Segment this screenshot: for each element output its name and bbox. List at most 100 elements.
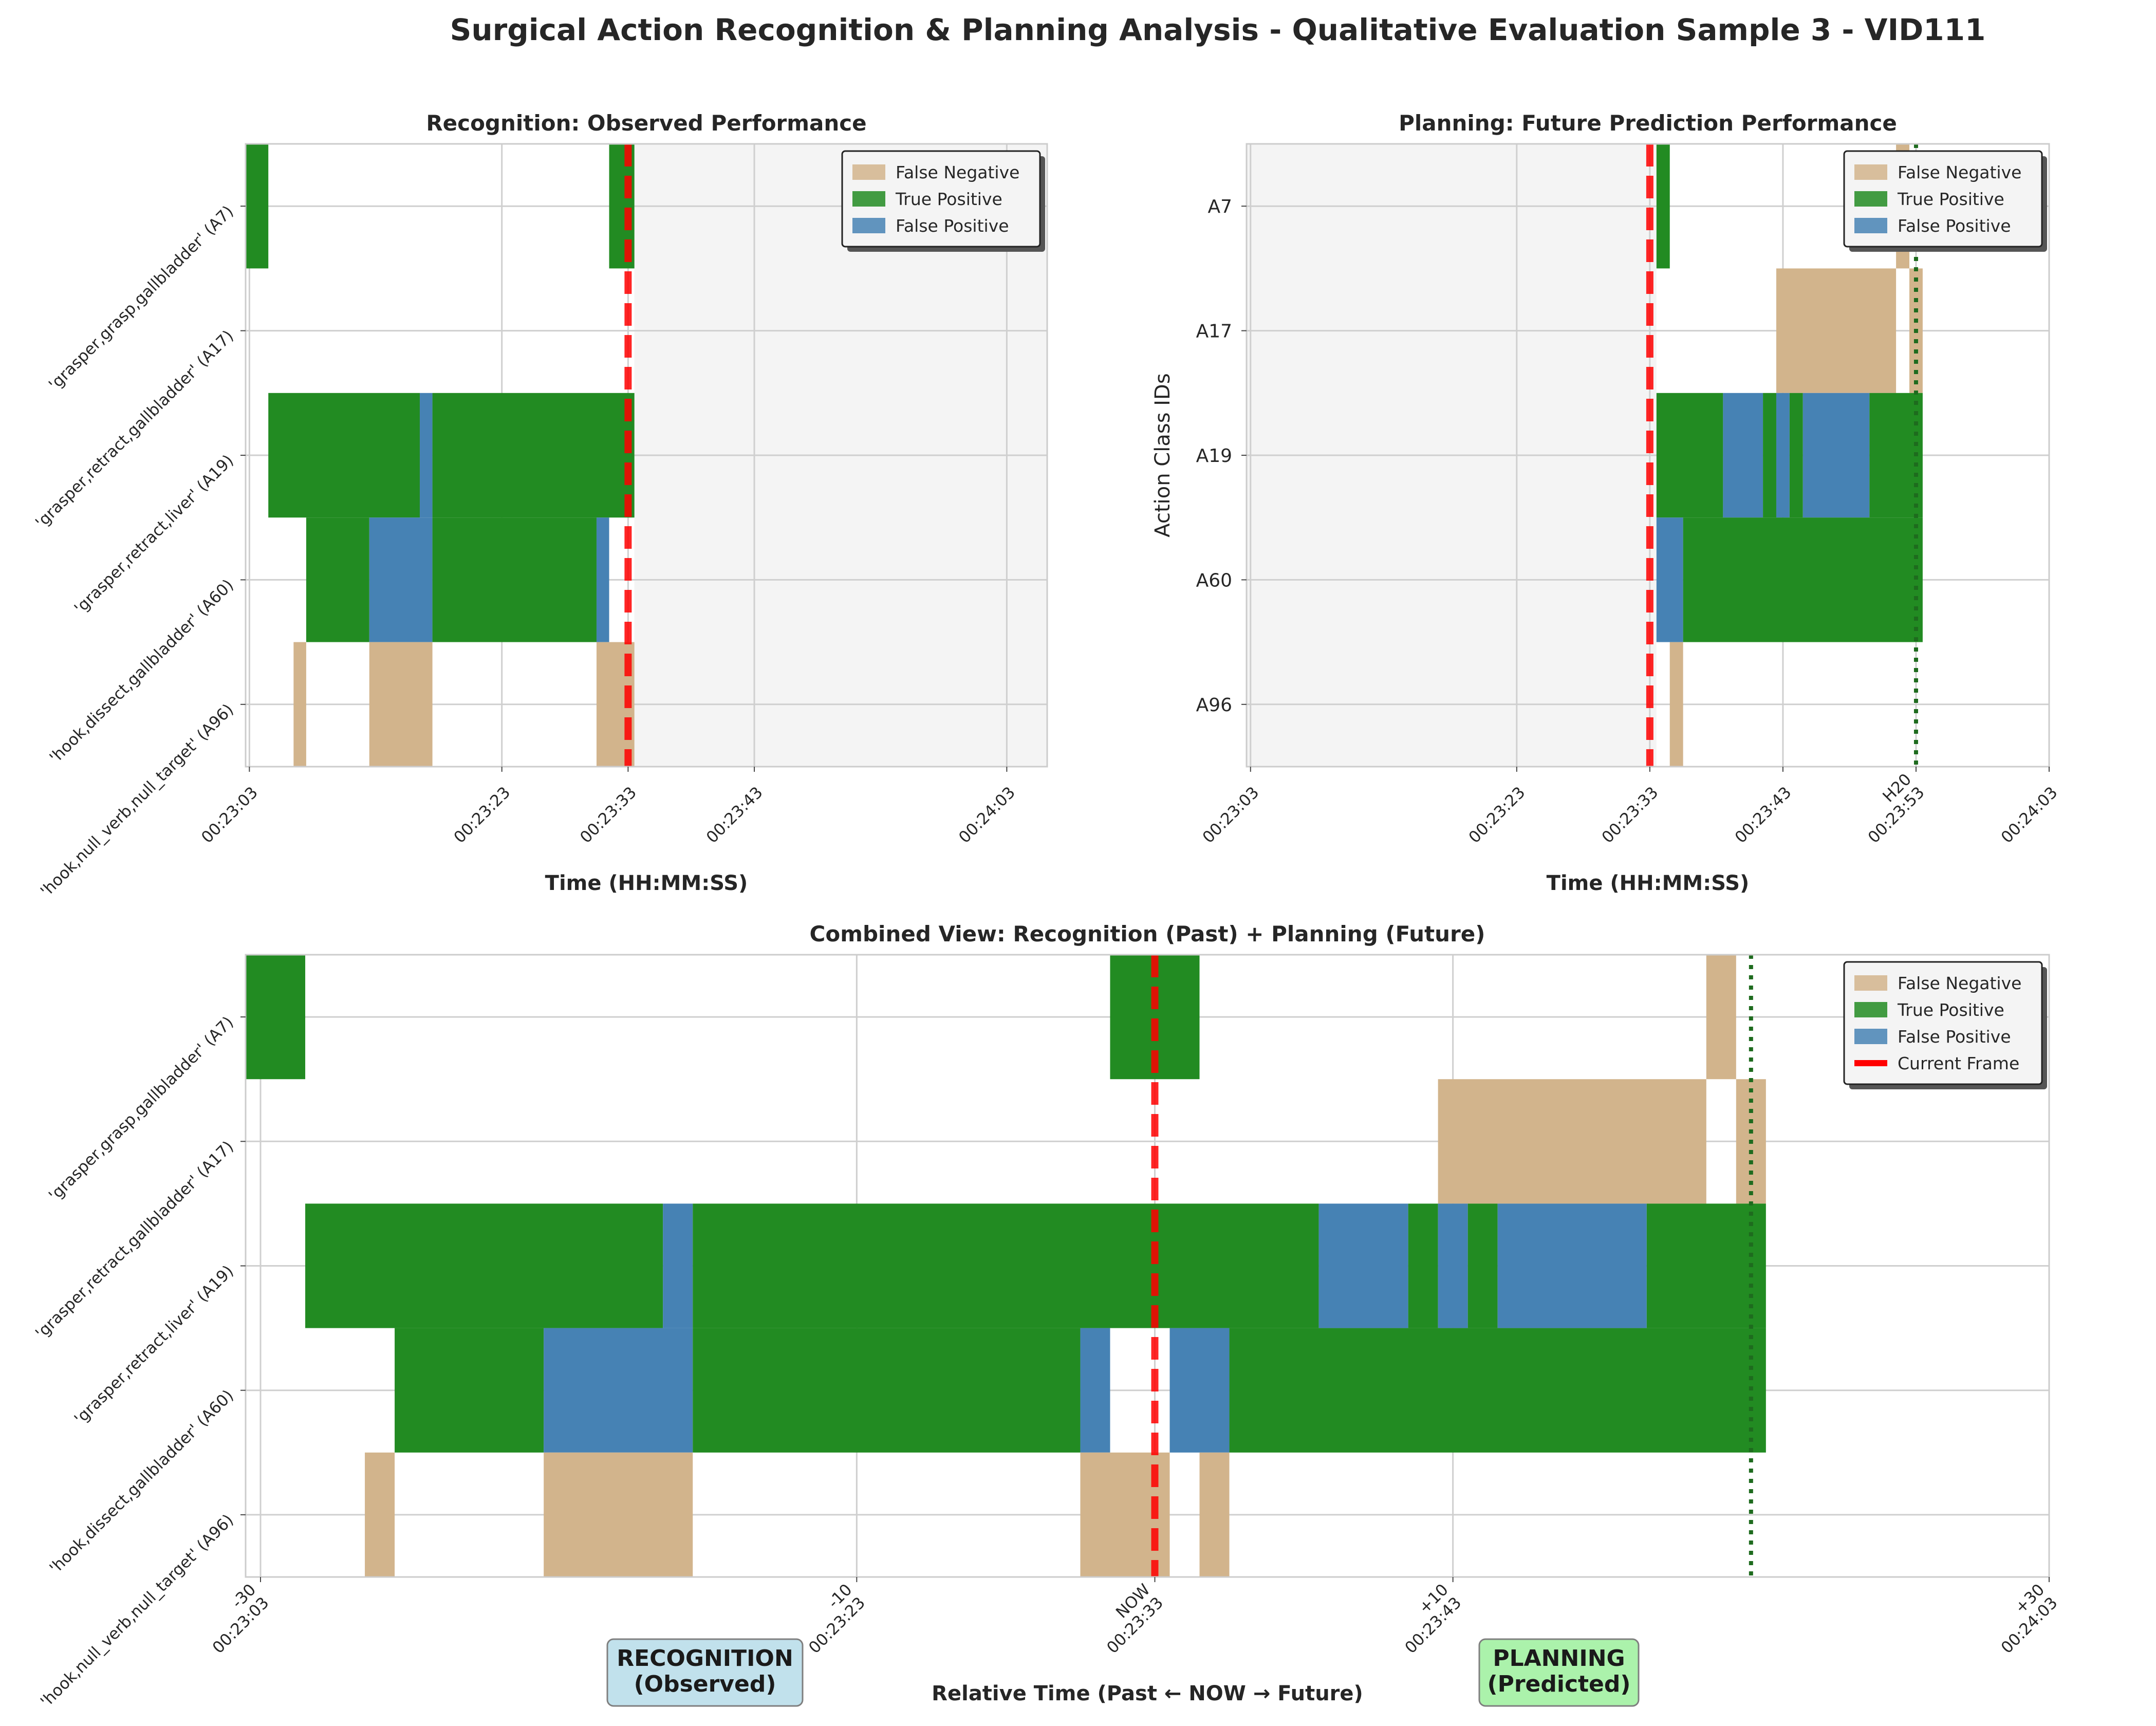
segment-tp-A19 [1408, 1203, 1438, 1328]
segment-fn-A96 [544, 1452, 693, 1577]
x-tick-label: -1000:23:23 [792, 1581, 869, 1657]
legend-label-fn: False Negative [1898, 973, 2021, 993]
segment-tp-A19 [693, 1203, 1319, 1328]
y-tick-label: 'grasper,retract,gallbladder' (A17) [32, 327, 237, 532]
segment-fp-A19 [1497, 1203, 1647, 1328]
planning-region-box [1478, 1638, 1640, 1707]
legend-label-fn: False Negative [1898, 162, 2021, 182]
y-tick-label: A96 [1196, 695, 1232, 716]
x-tick-label: 00:23:33 [1599, 783, 1662, 847]
legend-swatch-fn [1854, 975, 1887, 991]
y-tick-label: 'grasper,retract,gallbladder' (A17) [32, 1138, 237, 1343]
legend-box [1843, 150, 2043, 248]
segment-fn-A96 [293, 642, 306, 767]
x-tick-label: 00:23:23 [1465, 783, 1529, 847]
segment-tp-A19 [432, 393, 635, 518]
x-tick-label: -3000:23:03 [196, 1581, 272, 1657]
recognition-chart: Recognition: Observed Performance 'graspe… [32, 110, 1048, 901]
segment-fp-A19 [663, 1203, 693, 1328]
legend-swatch-tp [1854, 191, 1887, 207]
legend-label-current: Current Frame [1898, 1053, 2019, 1073]
planning-chart: Planning: Future Prediction Performance A… [1151, 110, 2061, 895]
segment-tp-A19 [1789, 393, 1803, 518]
legend-label-fp: False Positive [896, 216, 1009, 236]
segment-fp-A60 [596, 517, 609, 642]
segment-tp-A19 [1763, 393, 1776, 518]
legend-label-fp: False Positive [1898, 1027, 2011, 1047]
segment-fp-A19 [1318, 1203, 1408, 1328]
y-tick-label: A60 [1196, 570, 1232, 591]
segment-fn-A17 [1438, 1079, 1706, 1204]
legend-swatch-fp [1854, 1029, 1887, 1044]
x-tick-label: +3000:24:03 [1984, 1581, 2061, 1657]
segment-tp-A60 [1683, 517, 1923, 642]
legend-label-tp: True Positive [1897, 189, 2004, 209]
segment-fp-A19 [1438, 1203, 1468, 1328]
segment-tp-A19 [1646, 1203, 1766, 1328]
x-tick-label: 00:24:03 [955, 783, 1019, 847]
y-axis-label: Action Class IDs [1151, 373, 1175, 537]
segment-tp-A19 [1869, 393, 1923, 518]
segment-fp-A19 [1802, 393, 1870, 518]
x-tick-label: 00:23:33 [577, 783, 640, 847]
recognition-region-box [606, 1638, 804, 1707]
legend-swatch-fp [1854, 218, 1887, 233]
x-axis-label: Time (HH:MM:SS) [1547, 871, 1750, 895]
legend-swatch-fn [852, 164, 885, 180]
legend-swatch-tp [1854, 1002, 1887, 1017]
segment-tp-A60 [395, 1328, 544, 1453]
segment-fn-A96 [1199, 1452, 1230, 1577]
y-tick-label: 'hook,null_verb,null_target' (A96) [37, 1511, 237, 1711]
plot-area [1247, 144, 2049, 767]
legend-swatch-fn [1854, 164, 1887, 180]
segment-fn-A96 [1669, 642, 1683, 767]
segment-fp-A60 [1169, 1328, 1230, 1453]
planning-region-label: PLANNING (Predicted) [1487, 1645, 1630, 1697]
segment-tp-A19 [1656, 393, 1723, 518]
segment-tp-A19 [268, 393, 420, 518]
segment-tp-A7 [246, 955, 306, 1080]
x-tick-label: 00:23:23 [450, 783, 514, 847]
legend-box [841, 150, 1041, 248]
x-tick-label: 00:24:03 [1998, 783, 2061, 847]
legend-label-tp: True Positive [895, 189, 1002, 209]
x-tick-label: +1000:23:43 [1388, 1581, 1465, 1657]
y-tick-label: A7 [1207, 196, 1232, 217]
x-tick-label: H2000:23:53 [1851, 770, 1928, 847]
legend-swatch-fp [852, 218, 885, 233]
segment-fn-A96 [365, 1452, 395, 1577]
y-tick-label: A19 [1196, 446, 1232, 467]
segment-tp-A60 [306, 517, 369, 642]
segment-tp-A19 [305, 1203, 663, 1328]
segment-fn-A7 [1706, 955, 1736, 1080]
legend-label-tp: True Positive [1897, 1000, 2004, 1020]
x-tick-label: 00:23:43 [703, 783, 767, 847]
chart-title: Planning: Future Prediction Performance [1399, 110, 1897, 136]
x-axis-label: Time (HH:MM:SS) [545, 871, 748, 895]
recognition-region-label: RECOGNITION (Observed) [617, 1645, 793, 1697]
x-tick-label: 00:23:03 [198, 783, 262, 847]
segment-fn-A17 [1776, 268, 1897, 393]
legend-label-fn: False Negative [896, 162, 1019, 182]
segment-tp-A19 [1467, 1203, 1498, 1328]
segment-fp-A60 [544, 1328, 693, 1453]
x-tick-label: 00:23:43 [1732, 783, 1795, 847]
plot-area [246, 955, 2049, 1577]
figure-title: Surgical Action Recognition & Planning A… [450, 12, 1986, 47]
segment-tp-A60 [693, 1328, 1081, 1453]
legend-box [1843, 961, 2043, 1085]
segment-fn-A96 [369, 642, 433, 767]
y-tick-label: A17 [1196, 321, 1232, 342]
segment-fp-A60 [1656, 517, 1683, 642]
segment-tp-A7 [246, 144, 269, 269]
x-tick-label: 00:23:03 [1199, 783, 1263, 847]
legend-label-fp: False Positive [1898, 216, 2011, 236]
x-tick-label: NOW00:23:33 [1090, 1581, 1167, 1657]
segment-tp-A60 [1229, 1328, 1766, 1453]
segment-fp-A19 [1776, 393, 1790, 518]
segment-fp-A19 [420, 393, 433, 518]
combined-chart: Combined View: Recognition (Past) + Plan… [32, 921, 2061, 1711]
chart-title: Combined View: Recognition (Past) + Plan… [810, 921, 1485, 946]
legend-swatch-tp [852, 191, 885, 207]
